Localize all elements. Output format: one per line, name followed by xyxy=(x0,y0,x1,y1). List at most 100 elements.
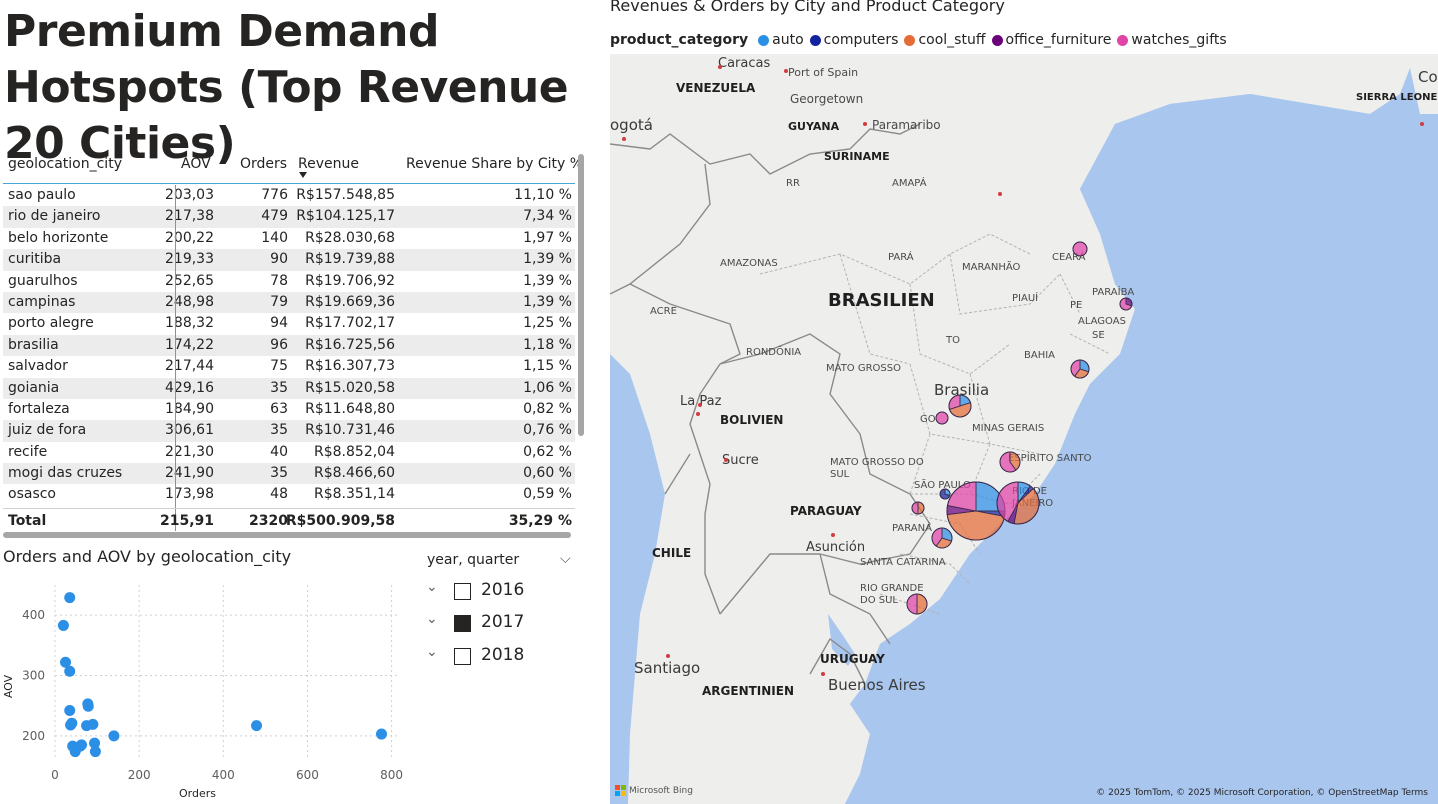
table-row[interactable]: osasco 173,98 48 R$8.351,14 0,59 % xyxy=(3,484,575,505)
city-bubbles[interactable] xyxy=(610,54,1438,804)
cell-share: 0,59 % xyxy=(523,486,572,503)
map-label-para: PARÁ xyxy=(888,252,914,263)
total-orders: 2320 xyxy=(249,513,288,529)
table-row[interactable]: porto alegre 188,32 94 R$17.702,17 1,25 % xyxy=(3,313,575,334)
legend-dot-icon xyxy=(991,34,1003,46)
cell-revenue: R$8.466,60 xyxy=(314,465,395,482)
x-tick-label: 0 xyxy=(51,768,59,782)
scatter-point[interactable] xyxy=(64,665,76,677)
city-pie-slice[interactable] xyxy=(946,510,1005,541)
city-pie-outline xyxy=(948,394,972,418)
cell-share: 0,76 % xyxy=(523,422,572,439)
table-row[interactable]: sao paulo 203,03 776 R$157.548,85 11,10 % xyxy=(3,185,575,206)
cell-share: 1,06 % xyxy=(523,379,572,396)
table-row[interactable]: campinas 248,98 79 R$19.669,36 1,39 % xyxy=(3,291,575,314)
scatter-point[interactable] xyxy=(60,656,72,668)
table-row[interactable]: fortaleza 184,90 63 R$11.648,80 0,82 % xyxy=(3,399,575,420)
cell-revenue: R$11.648,80 xyxy=(305,400,395,417)
table-row[interactable]: brasilia 174,22 96 R$16.725,56 1,18 % xyxy=(3,334,575,357)
cell-city: sao paulo xyxy=(8,187,76,203)
scatter-point[interactable] xyxy=(108,730,120,742)
legend-item-computers[interactable]: computers xyxy=(809,32,898,48)
city-revenue-table[interactable]: geolocation_city AOV Orders Revenue Reve… xyxy=(3,148,584,538)
column-header-orders[interactable]: Orders xyxy=(240,156,288,172)
scatter-point[interactable] xyxy=(67,740,79,752)
legend-item-cool_stuff[interactable]: cool_stuff xyxy=(904,32,986,48)
table-row[interactable]: goiania 429,16 35 R$15.020,58 1,06 % xyxy=(3,377,575,399)
city-pie-slice[interactable] xyxy=(947,481,977,512)
city-pie-slice[interactable] xyxy=(911,501,919,515)
table-row[interactable]: guarulhos 252,65 78 R$19.706,92 1,39 % xyxy=(3,271,575,292)
horizontal-scrollbar[interactable] xyxy=(3,532,571,538)
map-label-guyana: GUYANA xyxy=(788,120,840,133)
expand-chevron-icon[interactable]: ⌄ xyxy=(426,611,438,627)
scatter-point[interactable] xyxy=(65,719,77,731)
scatter-point[interactable] xyxy=(81,720,93,732)
scatter-point[interactable] xyxy=(375,728,387,740)
scatter-point[interactable] xyxy=(57,619,69,631)
city-pie-slice[interactable] xyxy=(906,593,918,615)
brazil-map[interactable]: Caracas Port of Spain VENEZUELA Georgeto… xyxy=(610,54,1438,804)
column-header-share[interactable]: Revenue Share by City % xyxy=(406,156,584,172)
map-label-bahia: BAHIA xyxy=(1024,350,1056,361)
expand-chevron-icon[interactable]: ⌄ xyxy=(426,644,438,660)
table-row[interactable]: curitiba 219,33 90 R$19.739,88 1,39 % xyxy=(3,249,575,271)
table-row[interactable]: mogi das cruzes 241,90 35 R$8.466,60 0,60 % xyxy=(3,463,575,485)
slicer-item-2016[interactable]: ⌄ 2016 xyxy=(426,575,576,605)
map-label-brasilia: Brasilia xyxy=(934,381,990,399)
legend-item-office_furniture[interactable]: office_furniture xyxy=(991,32,1111,48)
slicer-item-2017[interactable]: ⌄ 2017 xyxy=(426,607,576,637)
cell-revenue: R$19.669,36 xyxy=(305,293,395,310)
cell-orders: 35 xyxy=(270,379,288,396)
table-row[interactable]: rio de janeiro 217,38 479 R$104.125,17 7,34 … xyxy=(3,206,575,228)
city-pie-slice[interactable] xyxy=(916,593,928,615)
orders-aov-scatter-chart[interactable]: 200 300 400 0 200 400 600 800 Orders AOV xyxy=(0,575,420,803)
city-pie-outline xyxy=(1070,359,1090,379)
cell-city: curitiba xyxy=(8,251,62,268)
map-attribution[interactable]: © 2025 TomTom, © 2025 Microsoft Corporat… xyxy=(1096,788,1428,798)
checkbox-2016[interactable] xyxy=(454,583,471,600)
expand-chevron-icon[interactable]: ⌄ xyxy=(426,579,438,595)
table-row[interactable]: juiz de fora 306,61 35 R$10.731,46 0,76 % xyxy=(3,420,575,442)
city-pie-slice[interactable] xyxy=(917,501,925,515)
scatter-point[interactable] xyxy=(82,700,94,712)
map-label-paraiba: PARAÍBA xyxy=(1092,287,1135,298)
scatter-point[interactable] xyxy=(89,746,101,758)
year-quarter-slicer[interactable]: year, quarter ⌵ ⌄ 2016 ⌄ 2017 ⌄ 2018 xyxy=(420,545,580,675)
table-row[interactable]: belo horizonte 200,22 140 R$28.030,68 1,97 % xyxy=(3,228,575,249)
column-header-aov[interactable]: AOV xyxy=(181,156,211,172)
scatter-point[interactable] xyxy=(74,740,86,752)
legend-item-auto[interactable]: auto xyxy=(758,32,804,48)
cell-aov: 252,65 xyxy=(165,272,214,289)
table-row[interactable]: recife 221,30 40 R$8.852,04 0,62 % xyxy=(3,442,575,463)
y-tick-label: 400 xyxy=(22,608,45,622)
city-marker-dot xyxy=(698,403,702,407)
chevron-down-icon[interactable]: ⌵ xyxy=(560,551,571,567)
cell-revenue: R$10.731,46 xyxy=(305,422,395,439)
scatter-point[interactable] xyxy=(64,705,76,717)
cell-orders: 78 xyxy=(270,272,288,289)
legend-dot-icon xyxy=(904,34,916,46)
slicer-item-2018[interactable]: ⌄ 2018 xyxy=(426,640,576,670)
legend-title: product_category xyxy=(610,32,749,48)
map-label-mato-grosso: MATO GROSSO xyxy=(826,363,901,374)
column-header-city[interactable]: geolocation_city xyxy=(8,156,122,172)
column-header-revenue[interactable]: Revenue xyxy=(298,156,359,172)
table-row[interactable]: salvador 217,44 75 R$16.307,73 1,15 % xyxy=(3,356,575,377)
cell-revenue: R$28.030,68 xyxy=(305,229,395,246)
checkbox-2017[interactable] xyxy=(454,615,471,632)
legend-label: watches_gifts xyxy=(1131,32,1227,48)
cell-aov: 217,44 xyxy=(165,358,214,375)
city-marker-dot xyxy=(784,69,788,73)
checkbox-2018[interactable] xyxy=(454,648,471,665)
legend-item-watches_gifts[interactable]: watches_gifts xyxy=(1117,32,1227,48)
cell-orders: 90 xyxy=(270,251,288,268)
cell-revenue: R$104.125,17 xyxy=(296,208,395,225)
legend-label: auto xyxy=(772,32,804,48)
scatter-point[interactable] xyxy=(89,737,101,749)
x-axis-label: Orders xyxy=(179,787,216,800)
vertical-scrollbar[interactable] xyxy=(578,154,584,436)
scatter-point[interactable] xyxy=(251,720,263,732)
map-label-go: GO xyxy=(920,414,936,425)
scatter-point[interactable] xyxy=(64,592,76,604)
